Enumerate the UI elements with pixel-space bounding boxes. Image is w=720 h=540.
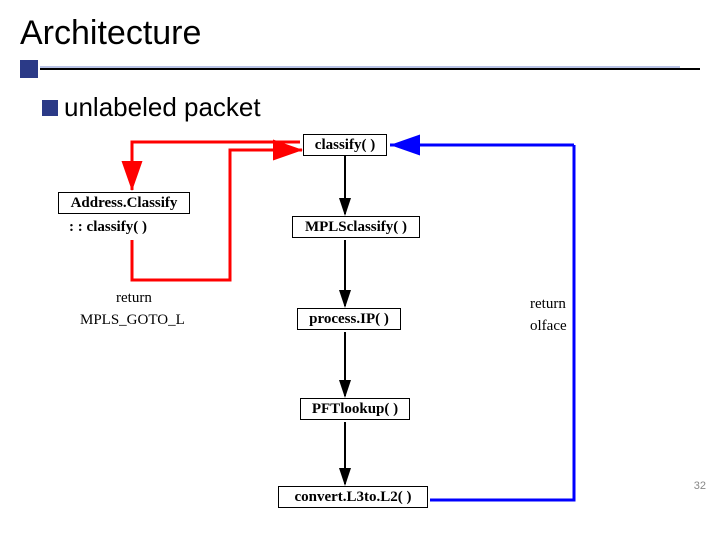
node-process-ip: process.IP( ) [297, 308, 401, 330]
connector-layer [0, 0, 720, 540]
node-address-classify-2: : : classify( ) [58, 216, 158, 238]
bullet-square-icon [42, 100, 58, 116]
label-return-right-2: olface [530, 318, 567, 335]
node-pft-lookup: PFTlookup( ) [300, 398, 410, 420]
slide-title: Architecture [20, 14, 201, 53]
title-accent-square [20, 60, 38, 78]
title-rule [40, 68, 700, 70]
node-mpls-classify: MPLSclassify( ) [292, 216, 420, 238]
slide-subtitle: unlabeled packet [64, 92, 261, 123]
label-return-left-1: return [116, 290, 152, 307]
page-number: 32 [694, 480, 706, 492]
label-return-left-2: MPLS_GOTO_L [80, 312, 185, 329]
label-return-right-1: return [530, 296, 566, 313]
node-address-classify: Address.Classify [58, 192, 190, 214]
node-convert: convert.L3to.L2( ) [278, 486, 428, 508]
node-classify: classify( ) [303, 134, 387, 156]
